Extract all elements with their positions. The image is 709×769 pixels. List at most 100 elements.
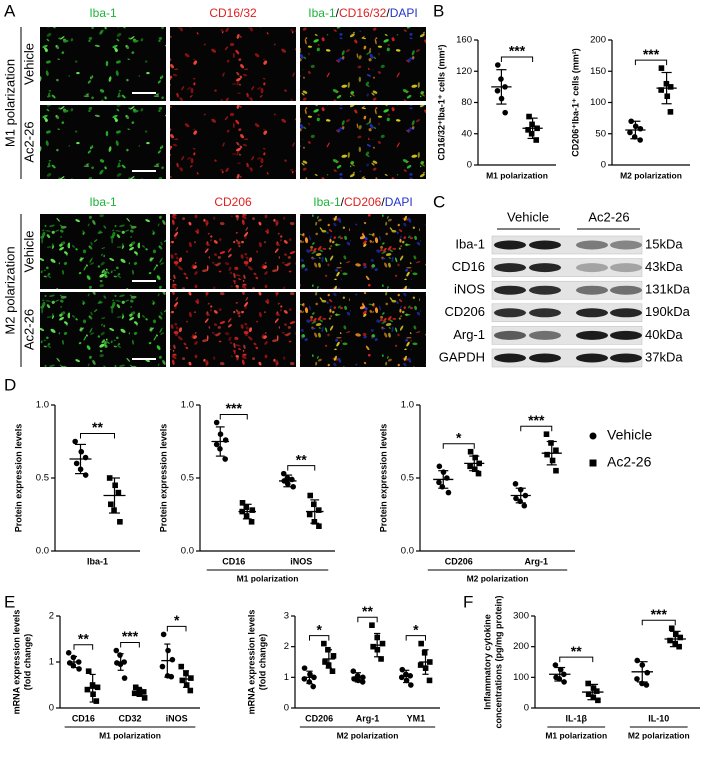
y-axis-label: Inflammatory cytokine — [482, 614, 492, 710]
data-point — [634, 657, 641, 664]
data-point — [421, 650, 428, 656]
y-tick-label: 1.0 — [36, 400, 49, 411]
data-point — [112, 482, 118, 489]
y-axis-label: (fold change) — [22, 634, 32, 691]
column-header: CD206 — [214, 195, 252, 209]
x-axis-label: M2 polarization — [620, 170, 682, 180]
significance-label: ** — [296, 451, 307, 467]
data-point — [239, 500, 246, 506]
data-point — [544, 451, 550, 458]
header-part: / — [381, 195, 385, 209]
blot-band — [494, 330, 526, 340]
panel-letter: C — [433, 192, 445, 211]
data-point — [72, 438, 78, 445]
data-point — [78, 448, 85, 455]
data-point — [664, 93, 671, 100]
blot-band — [576, 263, 608, 273]
y-tick-label: 100 — [590, 97, 606, 108]
y-tick-label: 0 — [49, 703, 54, 714]
data-point — [84, 686, 91, 693]
data-point — [322, 659, 328, 665]
data-point — [117, 519, 123, 525]
header-part: DAPI — [390, 6, 418, 20]
data-point — [472, 454, 479, 461]
micrograph — [300, 214, 426, 289]
header-part: Iba-1 — [313, 195, 341, 209]
y-axis-label: CD16/32⁺Iba-1⁺ cells (mm²) — [436, 44, 446, 160]
data-point — [644, 669, 651, 676]
x-tick-label: CD206 — [445, 556, 473, 566]
micrograph — [40, 292, 166, 367]
significance-label: ** — [362, 603, 373, 619]
data-point — [113, 647, 120, 654]
x-tick-label: Arg-1 — [356, 713, 380, 723]
data-point — [667, 109, 674, 115]
data-point — [306, 511, 313, 518]
data-point — [121, 675, 128, 681]
blot-band — [610, 330, 642, 340]
significance-bracket — [520, 425, 553, 432]
data-point — [667, 84, 674, 90]
data-point — [436, 463, 443, 470]
significance-label: *** — [528, 412, 545, 428]
data-point — [549, 457, 556, 464]
data-point — [398, 674, 405, 681]
y-tick-label: 100 — [513, 672, 529, 683]
data-point — [213, 419, 220, 426]
x-axis-label: M1 polarization — [99, 730, 161, 740]
data-point — [321, 640, 327, 647]
data-point — [513, 495, 519, 502]
data-point — [243, 513, 250, 519]
y-tick-label: 0 — [524, 703, 529, 714]
panel-letter: E — [4, 592, 15, 611]
significance-label: ** — [78, 631, 89, 647]
y-tick-label: 0 — [601, 160, 606, 171]
blot-band — [494, 308, 526, 318]
y-axis-label: CD206⁺Iba-1⁺ cells (mm²) — [570, 48, 580, 157]
header-part: CD206 — [214, 195, 252, 209]
x-axis-label: M1 polarization — [486, 170, 548, 180]
y-tick-label: 300 — [513, 611, 529, 622]
data-point — [141, 695, 148, 701]
x-tick-label: CD206 — [305, 713, 333, 723]
protein-label: Arg-1 — [453, 327, 485, 342]
y-tick-label: 0.5 — [401, 473, 414, 484]
size-label: 40kDa — [645, 327, 683, 342]
data-point — [533, 137, 540, 143]
significance-label: * — [456, 429, 462, 445]
column-header: Iba-1 — [89, 195, 117, 209]
y-axis-label: (fold change) — [257, 634, 267, 691]
significance-bracket — [357, 616, 378, 623]
blot-band — [529, 353, 561, 363]
micrograph — [300, 105, 426, 179]
significance-bracket — [166, 625, 187, 632]
data-point — [330, 653, 337, 659]
blot-band — [610, 285, 642, 295]
micrograph — [300, 27, 426, 101]
y-tick-label: 0 — [284, 703, 289, 714]
blot-group: Vehicle — [507, 209, 549, 224]
y-tick-label: 0.0 — [401, 546, 414, 557]
data-point — [243, 504, 250, 510]
data-point — [188, 675, 194, 681]
y-tick-label: 1.0 — [401, 400, 414, 411]
significance-bracket — [500, 56, 534, 62]
column-header: Iba-1 — [89, 6, 117, 20]
blot-band — [529, 285, 561, 295]
group-label: M2 polarization — [2, 246, 17, 334]
x-axis-label: M2 polarization — [337, 730, 399, 740]
data-point — [159, 663, 166, 670]
x-axis-label: M2 polarization — [628, 730, 690, 740]
y-axis-label: mRNA expression levels — [11, 610, 21, 715]
micrograph — [170, 27, 296, 101]
data-point — [73, 460, 80, 467]
row-label: Vehicle — [21, 43, 36, 85]
data-point — [249, 507, 256, 513]
header-part: Iba-1 — [89, 195, 117, 209]
y-tick-label: 2 — [49, 611, 54, 622]
header-part: / — [336, 6, 340, 20]
x-tick-label: Iba-1 — [87, 556, 108, 566]
header-part: / — [386, 6, 390, 20]
data-point — [543, 431, 550, 437]
